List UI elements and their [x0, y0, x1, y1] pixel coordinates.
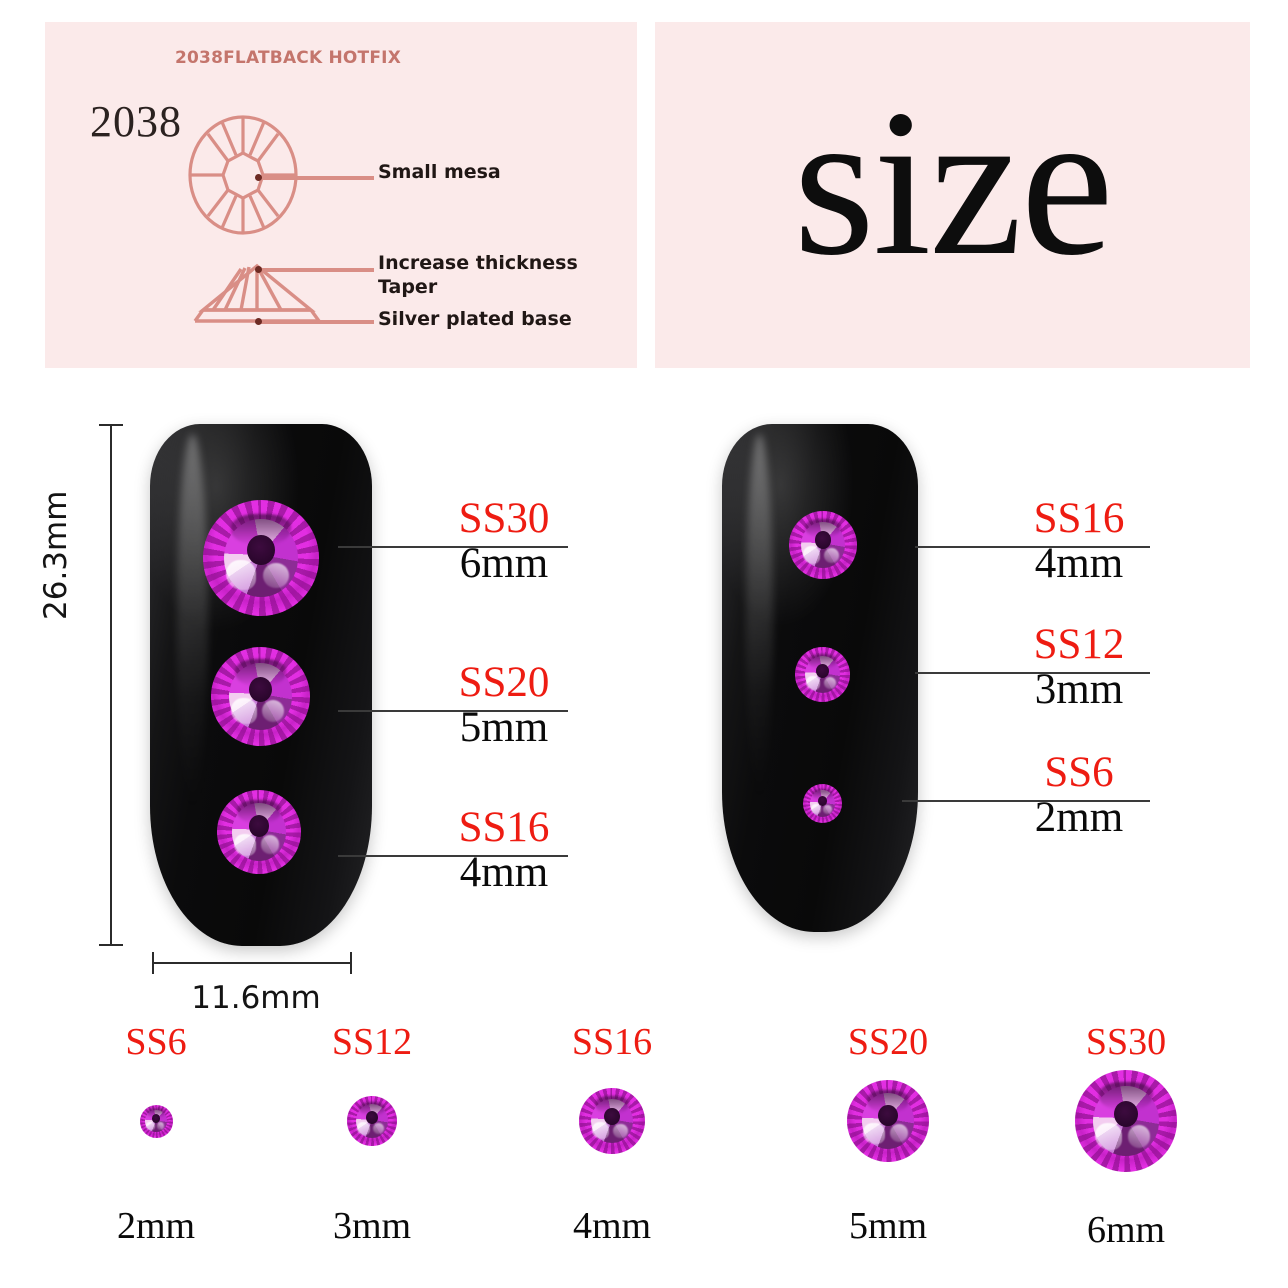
size-chart-ss-code: SS6 — [125, 1021, 187, 1063]
size-chart-ss-code: SS30 — [1085, 1021, 1167, 1063]
rhinestone-ss20-on-nail — [211, 647, 310, 746]
size-chart-ss-code: SS20 — [847, 1021, 929, 1063]
leader-line-ss16-right — [915, 546, 1150, 548]
rhinestone-ss6-on-nail-right — [803, 784, 842, 823]
size-callout-ss16-left: SS16 4mm — [430, 806, 578, 895]
label-taper: Taper — [378, 276, 438, 298]
size-chart-ss-code: SS12 — [331, 1021, 413, 1063]
rhinestone-ss16-on-nail-right — [789, 511, 857, 579]
size-callout-ss20: SS20 5mm — [430, 661, 578, 750]
size-chart-item-ss30: SS30 6mm — [1026, 1021, 1226, 1249]
size-callout-ss16-right: SS16 4mm — [1005, 497, 1153, 586]
size-callout-mm-value: 6mm — [459, 539, 549, 587]
size-callout-mm-value: 5mm — [459, 703, 549, 751]
size-chart-stone-wrap — [788, 1061, 988, 1181]
panel-title: 2038FLATBACK HOTFIX — [175, 48, 401, 68]
size-chart-mm-value: 2mm — [116, 1205, 196, 1247]
size-chart-ss-code: SS16 — [571, 1021, 653, 1063]
leader-line-ss12 — [915, 672, 1150, 674]
size-callout-mm-value: 2mm — [1034, 793, 1124, 841]
rhinestone-ss16-on-nail — [217, 790, 301, 874]
dimension-label-height: 26.3mm — [38, 490, 74, 620]
size-chart-item-ss20: SS20 5mm — [788, 1021, 988, 1245]
leader-line-thickness — [258, 268, 374, 272]
size-callout-ss6: SS6 2mm — [1005, 751, 1153, 840]
leader-line-ss30 — [338, 546, 568, 548]
size-chart-stone-wrap — [1026, 1061, 1226, 1181]
size-chart-stone-wrap — [272, 1061, 472, 1181]
size-chart-stone-wrap — [512, 1061, 712, 1181]
size-chart-item-ss12: SS12 3mm — [272, 1021, 472, 1245]
rhinestone-ss12-sample — [347, 1096, 397, 1146]
rhinestone-ss16-sample — [579, 1088, 645, 1154]
leader-line-ss6 — [902, 800, 1150, 802]
leader-dot-base — [255, 318, 262, 325]
leader-dot-thickness — [255, 266, 262, 273]
size-callout-ss-code: SS6 — [1044, 749, 1114, 796]
dimension-label-width: 11.6mm — [191, 980, 321, 1016]
size-word-panel — [655, 22, 1250, 368]
rhinestone-ss30-on-nail — [203, 500, 319, 616]
size-callout-mm-value: 3mm — [1034, 665, 1124, 713]
size-callout-ss-code: SS16 — [1033, 495, 1125, 542]
rhinestone-ss20-sample — [847, 1080, 929, 1162]
label-increase-thickness: Increase thickness — [378, 252, 578, 274]
dimension-line-height — [99, 424, 123, 946]
product-code-label: 2038 — [90, 97, 182, 146]
size-callout-mm-value: 4mm — [459, 848, 549, 896]
size-chart-mm-value: 5mm — [848, 1205, 928, 1247]
size-callout-ss-code: SS12 — [1033, 621, 1125, 668]
top-view-diagram-icon — [188, 115, 298, 235]
size-callout-ss-code: SS16 — [458, 804, 550, 851]
size-chart-mm-value: 4mm — [572, 1205, 652, 1247]
size-callout-ss12: SS12 3mm — [1005, 623, 1153, 712]
leader-dot-small-mesa — [255, 174, 262, 181]
rhinestone-ss6-sample — [139, 1104, 173, 1138]
size-callout-ss-code: SS20 — [458, 659, 550, 706]
rhinestone-ss30-sample — [1075, 1070, 1177, 1172]
size-chart-mm-value: 3mm — [332, 1205, 412, 1247]
label-small-mesa: Small mesa — [378, 161, 501, 183]
size-chart-item-ss6: SS6 2mm — [56, 1021, 256, 1245]
size-chart-item-ss16: SS16 4mm — [512, 1021, 712, 1245]
size-chart-mm-value: 6mm — [1086, 1209, 1166, 1251]
size-chart-stone-wrap — [56, 1061, 256, 1181]
size-callout-ss30: SS30 6mm — [430, 497, 578, 586]
leader-line-small-mesa — [258, 176, 374, 180]
size-callout-ss-code: SS30 — [458, 495, 550, 542]
dimension-line-width — [152, 952, 352, 974]
leader-line-ss16-left — [338, 855, 568, 857]
flatback-diagram-panel — [45, 22, 637, 368]
leader-line-base — [258, 320, 374, 324]
size-heading: size — [793, 67, 1113, 299]
label-silver-plated-base: Silver plated base — [378, 308, 572, 330]
leader-line-ss20 — [338, 710, 568, 712]
rhinestone-ss12-on-nail-right — [795, 647, 850, 702]
size-callout-mm-value: 4mm — [1034, 539, 1124, 587]
